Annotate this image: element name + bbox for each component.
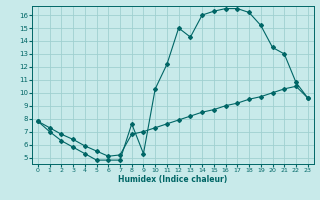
X-axis label: Humidex (Indice chaleur): Humidex (Indice chaleur) [118, 175, 228, 184]
